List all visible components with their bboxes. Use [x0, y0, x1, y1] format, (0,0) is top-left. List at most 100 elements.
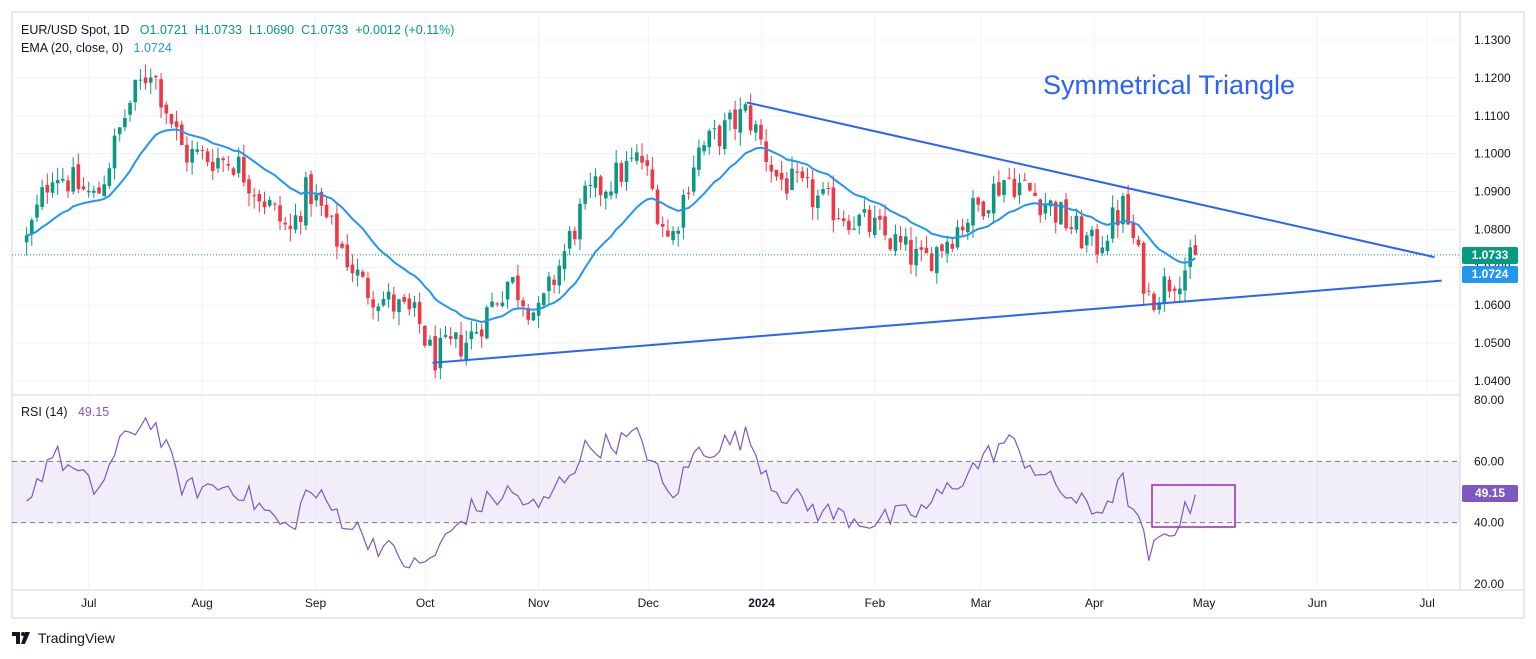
candle-body	[986, 210, 991, 214]
candle-body	[1069, 227, 1074, 229]
candle-body	[1157, 302, 1161, 310]
candle-body	[391, 294, 396, 312]
candle-body	[102, 184, 106, 197]
candle-body	[847, 220, 851, 230]
candle-body	[909, 239, 913, 265]
candle-body	[143, 77, 148, 84]
candle-body	[676, 230, 681, 234]
candle-body	[805, 177, 810, 179]
candle-body	[981, 201, 986, 217]
candle-body	[609, 191, 613, 196]
candle-body	[1131, 222, 1136, 239]
candle-body	[448, 336, 453, 339]
candle-body	[236, 156, 241, 174]
candle-body	[164, 104, 169, 114]
candle-body	[604, 191, 608, 199]
candle-body	[490, 301, 494, 307]
candle-body	[971, 198, 975, 226]
price-tick-label: 1.0500	[1474, 336, 1511, 350]
candle-body	[883, 216, 887, 236]
candle-body	[298, 216, 303, 222]
candle-body	[681, 194, 686, 228]
candle-body	[45, 184, 50, 193]
candle-body	[624, 160, 629, 182]
last-price-tag: 1.0733	[1462, 247, 1518, 264]
candle-body	[66, 180, 70, 192]
candle-body	[686, 192, 691, 194]
trendline-lower	[432, 279, 1442, 364]
candle-body	[526, 307, 531, 320]
candle-body	[200, 149, 205, 151]
rsi-legend: RSI (14) 49.15	[21, 405, 109, 419]
candle-body	[76, 164, 81, 190]
price-tick-label: 1.1200	[1474, 71, 1511, 85]
candle-body	[831, 187, 836, 221]
candle-body	[107, 168, 112, 186]
rsi-highlight-box	[1151, 484, 1236, 528]
candle-body	[1002, 180, 1006, 195]
candle-body	[557, 265, 562, 286]
candle-body	[800, 171, 805, 179]
tradingview-brand[interactable]: TradingView	[12, 630, 115, 646]
candle-body	[655, 189, 660, 224]
candle-body	[474, 332, 479, 334]
candle-body	[179, 124, 184, 146]
candle-body	[314, 194, 319, 201]
candle-body	[376, 306, 381, 311]
time-tick-label: Jun	[1308, 596, 1327, 610]
candle-body	[759, 124, 763, 140]
time-tick-label: May	[1193, 596, 1216, 610]
candle-body	[541, 293, 546, 306]
candle-body	[340, 243, 344, 248]
candle-body	[660, 224, 665, 227]
candle-body	[221, 158, 225, 161]
candle-body	[355, 269, 360, 276]
candle-body	[469, 331, 474, 340]
candles	[24, 64, 1198, 380]
candle-body	[423, 325, 427, 346]
candle-body	[691, 167, 696, 192]
candle-body	[366, 277, 370, 299]
candle-body	[50, 182, 55, 193]
candle-body	[960, 226, 965, 231]
ema-price-tag: 1.0724	[1462, 266, 1518, 283]
candle-body	[360, 271, 365, 277]
candle-body	[826, 187, 830, 189]
time-tick-label: Dec	[638, 596, 659, 610]
ema-value: 1.0724	[133, 41, 172, 55]
candle-body	[728, 112, 732, 120]
candle-body	[288, 225, 293, 229]
time-tick-label: Feb	[865, 596, 886, 610]
candle-body	[293, 215, 298, 230]
open-value: O1.0721	[139, 23, 188, 37]
candle-body	[743, 104, 748, 111]
candle-body	[950, 243, 955, 249]
candle-body	[640, 155, 644, 163]
candle-body	[878, 215, 882, 220]
candle-body	[195, 149, 200, 152]
candle-body	[350, 264, 355, 274]
price-tick-label: 1.0600	[1474, 298, 1511, 312]
candle-body	[598, 176, 603, 196]
time-tick-label: Jul	[81, 596, 96, 610]
ema-legend: EMA (20, close, 0) 1.0724	[21, 41, 172, 55]
trendline-upper	[746, 101, 1435, 259]
time-tick-label: Aug	[191, 596, 212, 610]
candle-body	[1017, 182, 1022, 196]
candle-body	[764, 141, 768, 162]
candle-body	[210, 161, 215, 171]
rsi-tick-label: 20.00	[1474, 577, 1504, 591]
candle-body	[345, 244, 350, 268]
candle-body	[583, 185, 587, 204]
candle-body	[1022, 179, 1027, 181]
candle-body	[148, 77, 153, 83]
candle-body	[898, 235, 903, 243]
time-tick-label: Mar	[971, 596, 992, 610]
candle-body	[872, 217, 877, 235]
candle-body	[1059, 202, 1063, 225]
candle-body	[1074, 215, 1079, 230]
candle-body	[97, 187, 101, 194]
candle-body	[722, 120, 727, 150]
candle-body	[40, 187, 44, 207]
